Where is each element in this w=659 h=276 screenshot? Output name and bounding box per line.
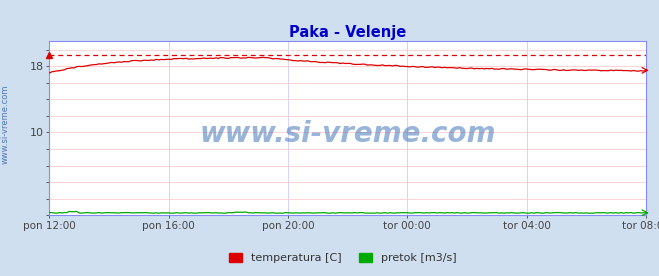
Legend: temperatura [C], pretok [m3/s]: temperatura [C], pretok [m3/s] (225, 248, 461, 268)
Text: www.si-vreme.com: www.si-vreme.com (200, 120, 496, 148)
Text: www.si-vreme.com: www.si-vreme.com (1, 84, 10, 164)
Title: Paka - Velenje: Paka - Velenje (289, 25, 406, 40)
